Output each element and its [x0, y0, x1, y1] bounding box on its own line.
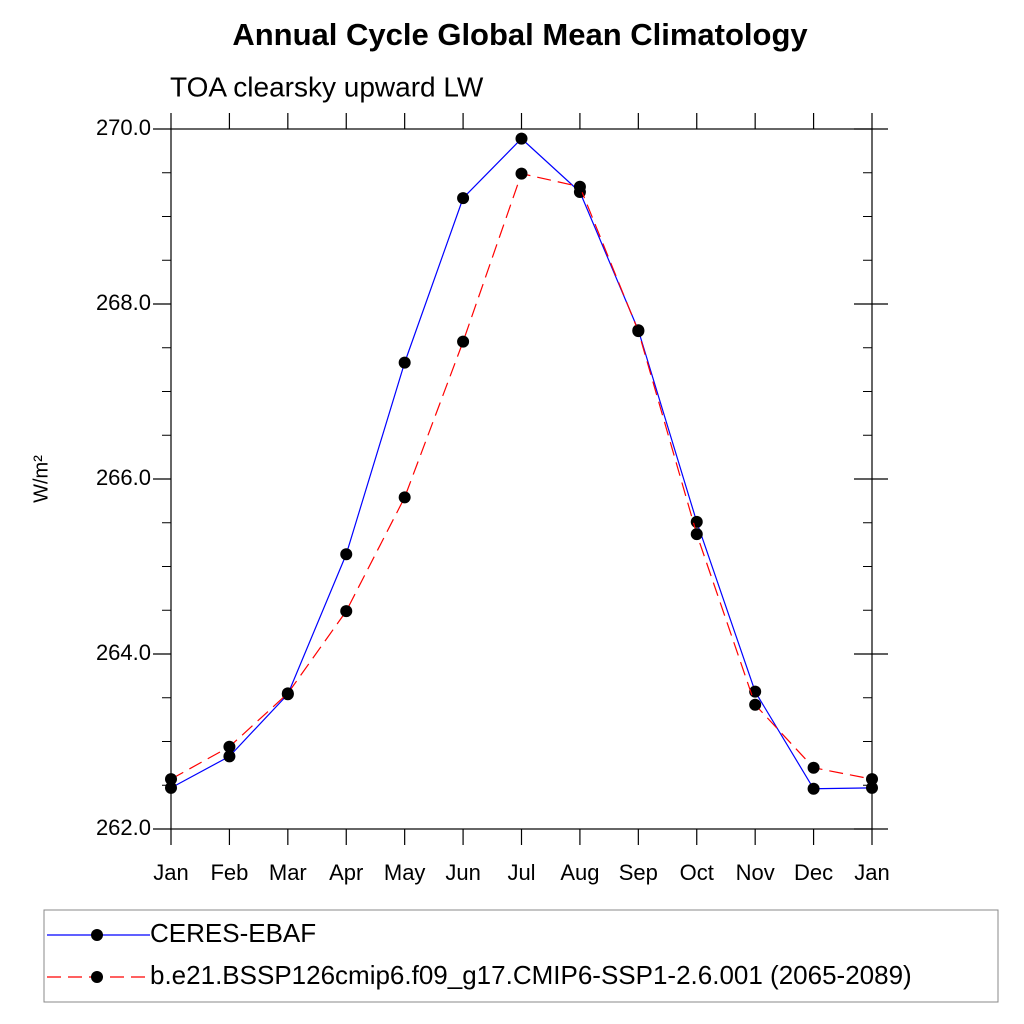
data-point	[398, 356, 411, 369]
data-point	[223, 750, 236, 763]
x-tick-label: Aug	[560, 860, 599, 885]
x-tick-label: Jul	[507, 860, 535, 885]
legend-marker	[91, 971, 103, 983]
y-axis-label: W/m²	[30, 455, 52, 503]
x-tick-label: Jan	[153, 860, 188, 885]
plot-frame	[170, 128, 873, 830]
data-point	[515, 132, 528, 145]
series-line	[170, 172, 873, 780]
data-point	[165, 781, 177, 794]
data-point	[866, 773, 878, 786]
data-point	[281, 687, 294, 700]
data-point	[457, 335, 470, 348]
x-tick-label: Feb	[210, 860, 248, 885]
y-tick-label: 262.0	[96, 815, 151, 840]
data-point	[573, 180, 586, 193]
data-point	[866, 781, 878, 794]
series-line	[170, 137, 873, 790]
data-point	[340, 548, 353, 561]
data-point	[807, 782, 820, 795]
x-tick-label: Sep	[619, 860, 658, 885]
y-tick-label: 268.0	[96, 290, 151, 315]
legend-label: b.e21.BSSP126cmip6.f09_g17.CMIP6-SSP1-2.…	[150, 960, 912, 990]
data-point	[632, 325, 645, 338]
legend-marker	[91, 929, 103, 941]
x-tick-label: Nov	[736, 860, 775, 885]
data-point	[749, 698, 762, 711]
data-point	[340, 605, 353, 618]
x-tick-label: Jan	[854, 860, 889, 885]
x-tick-label: May	[384, 860, 426, 885]
data-point	[398, 491, 411, 504]
y-tick-label: 264.0	[96, 640, 151, 665]
data-point	[690, 528, 703, 541]
data-point	[515, 167, 528, 180]
x-tick-label: Dec	[794, 860, 833, 885]
y-tick-label: 270.0	[96, 115, 151, 140]
x-tick-label: Oct	[680, 860, 714, 885]
x-tick-label: Apr	[329, 860, 363, 885]
data-point	[223, 740, 236, 753]
y-tick-label: 266.0	[96, 465, 151, 490]
data-point	[165, 773, 177, 786]
legend-label: CERES-EBAF	[150, 918, 316, 948]
chart-subtitle: TOA clearsky upward LW	[170, 71, 484, 102]
data-point	[690, 515, 703, 528]
x-tick-label: Jun	[445, 860, 480, 885]
x-tick-label: Mar	[269, 860, 307, 885]
chart-title: Annual Cycle Global Mean Climatology	[232, 17, 808, 52]
data-point	[807, 761, 820, 774]
data-point	[457, 192, 470, 205]
legend-box	[43, 909, 999, 1003]
